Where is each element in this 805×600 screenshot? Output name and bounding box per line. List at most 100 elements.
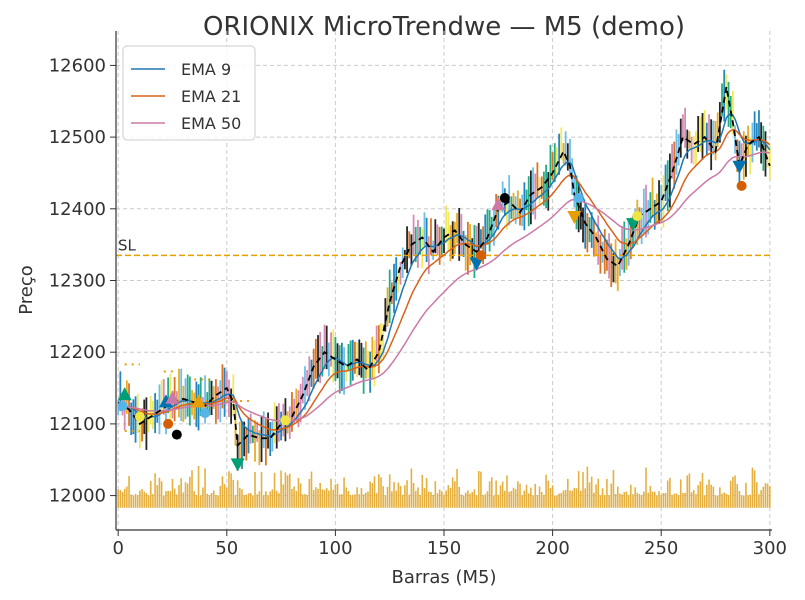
volume-bar xyxy=(640,495,643,508)
volume-bar xyxy=(499,485,502,508)
volume-bar xyxy=(434,481,437,508)
y-tick-label: 12000 xyxy=(49,486,106,507)
volume-bar xyxy=(349,494,352,508)
volume-bar xyxy=(462,495,465,508)
volume-bar xyxy=(710,484,712,508)
x-tick-label: 0 xyxy=(112,538,123,559)
volume-bar xyxy=(395,490,398,508)
volume-bar xyxy=(643,491,645,508)
volume-bar xyxy=(336,483,339,508)
volume-bar xyxy=(315,487,317,508)
volume-bar xyxy=(614,493,617,508)
volume-bar xyxy=(417,487,419,508)
volume-bar xyxy=(616,486,619,508)
volume-bar xyxy=(360,488,363,508)
volume-bar xyxy=(471,492,474,508)
volume-bar xyxy=(393,482,395,508)
volume-bar xyxy=(575,488,578,508)
x-tick-label: 200 xyxy=(535,538,569,559)
volume-bar xyxy=(536,495,539,508)
signal-dot xyxy=(499,193,510,204)
volume-bar xyxy=(341,494,343,508)
buy-triangle xyxy=(491,197,506,211)
signal-dot xyxy=(573,193,584,204)
volume-bar xyxy=(519,483,521,508)
volume-bar xyxy=(766,483,769,508)
volume-bar xyxy=(664,493,667,508)
volume-bar xyxy=(328,490,330,508)
volume-bar xyxy=(243,495,245,508)
volume-bar xyxy=(169,491,172,508)
volume-bar xyxy=(191,470,193,508)
y-tick-label: 12500 xyxy=(49,127,106,148)
x-axis-label: Barras (M5) xyxy=(391,567,496,588)
volume-bar xyxy=(225,487,228,508)
volume-bar xyxy=(684,492,686,508)
volume-bar xyxy=(538,486,541,508)
volume-bar xyxy=(666,480,669,508)
volume-bar xyxy=(493,495,495,508)
volume-bar xyxy=(208,495,211,508)
volume-bar xyxy=(230,473,232,508)
volume-bar xyxy=(293,486,295,508)
volume-bar xyxy=(673,493,676,508)
signal-dot xyxy=(200,408,211,419)
volume-bar xyxy=(351,494,354,508)
volume-bar xyxy=(651,491,654,508)
volume-bar xyxy=(608,495,610,508)
volume-bar xyxy=(454,481,456,508)
volume-bar xyxy=(423,488,426,508)
volume-bar xyxy=(419,494,421,508)
volume-bar xyxy=(160,481,163,508)
volume-bar xyxy=(586,466,589,508)
volume-bar xyxy=(173,488,176,508)
volume-bar xyxy=(464,492,467,508)
volume-bar xyxy=(247,493,250,508)
volume-bar xyxy=(258,491,261,508)
volume-bar xyxy=(221,476,224,508)
volume-bar xyxy=(636,492,639,508)
volume-bar xyxy=(573,487,576,508)
signal-dot xyxy=(163,418,174,429)
volume-bar xyxy=(721,493,723,508)
volume-bar xyxy=(202,487,204,508)
volume-bar xyxy=(697,485,699,508)
volume-bar xyxy=(156,485,159,508)
volume-bar xyxy=(534,483,537,508)
volume-bar xyxy=(753,470,756,508)
volume-bar xyxy=(412,483,415,508)
volume-bar xyxy=(742,495,745,508)
volume-bar xyxy=(197,466,200,508)
volume-bar xyxy=(521,495,523,508)
volume-bar xyxy=(460,494,463,508)
volume-bar xyxy=(625,491,628,508)
volume-bar xyxy=(508,491,510,508)
volume-bar xyxy=(180,478,182,508)
volume-bar xyxy=(228,471,230,508)
volume-bar xyxy=(121,491,124,508)
volume-bar xyxy=(176,494,178,508)
volume-bar xyxy=(354,494,356,508)
x-tick-label: 250 xyxy=(644,538,678,559)
volume-bar xyxy=(469,493,471,508)
volume-bar xyxy=(447,485,450,508)
volume-bar xyxy=(634,487,636,508)
y-tick-label: 12300 xyxy=(49,271,106,292)
volume-bar xyxy=(619,493,621,508)
volume-bar xyxy=(738,491,741,508)
volume-bar xyxy=(734,475,736,508)
volume-bar xyxy=(488,481,491,508)
volume-bar xyxy=(149,481,152,508)
volume-bar xyxy=(410,468,413,508)
y-axis-label: Preço xyxy=(16,265,37,315)
volume-bar xyxy=(338,494,341,508)
volume-bar xyxy=(736,484,739,508)
volume-bar xyxy=(690,492,693,508)
volume-bar xyxy=(286,475,289,508)
volume-bar xyxy=(232,479,235,508)
volume-bar xyxy=(662,492,665,508)
volume-bar xyxy=(375,493,378,508)
volume-bar xyxy=(693,489,695,508)
volume-bar xyxy=(382,486,384,508)
volume-bar xyxy=(302,494,304,508)
